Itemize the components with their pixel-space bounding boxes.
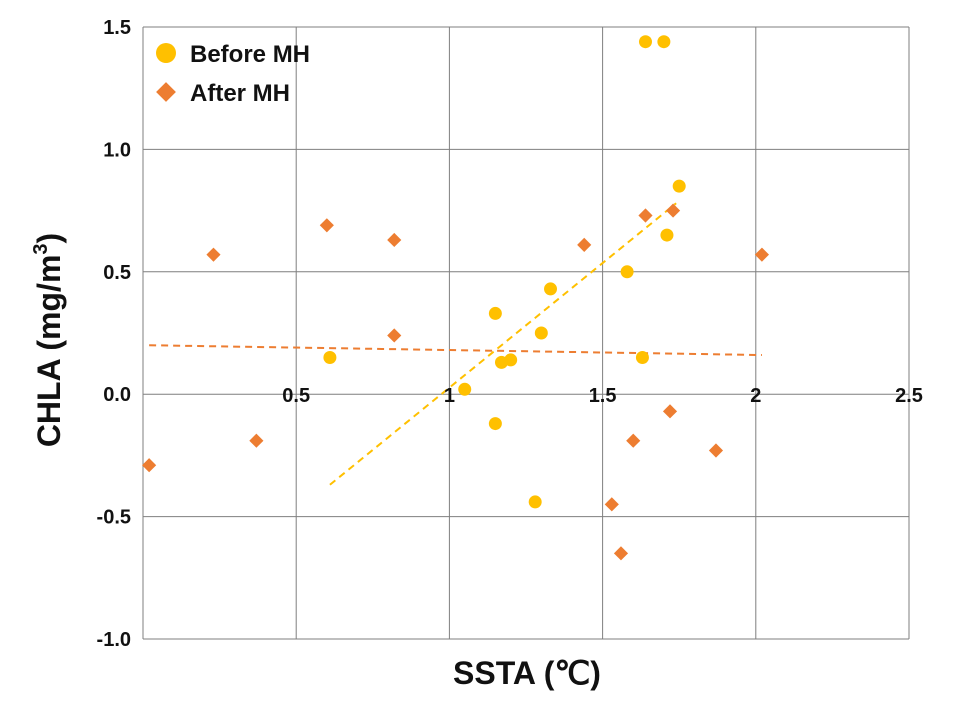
after-mh-point [626, 433, 641, 448]
before-mh-point [488, 417, 502, 431]
after-mh-point [708, 443, 724, 458]
y-axis-title-main: CHLA (mg/m [31, 255, 67, 448]
before-mh-point [672, 179, 686, 193]
x-tick-label: 0.5 [282, 385, 310, 407]
x-tick-label: 1 [444, 385, 455, 407]
after-mh-point [319, 218, 334, 233]
legend-label-after-mh: After MH [190, 80, 290, 107]
before-mh-point [660, 228, 674, 242]
after-mh-point [577, 237, 592, 252]
legend-label-before-mh: Before MH [190, 41, 310, 68]
y-axis-title: CHLA (mg/m3) [30, 233, 67, 447]
after-mh-point [638, 208, 653, 223]
before-mh-point [323, 350, 337, 364]
before-mh-point [544, 282, 558, 296]
before-mh-point [528, 495, 542, 509]
trendlines [149, 202, 762, 486]
y-tick-label: 1.0 [103, 139, 131, 161]
x-tick-label: 2.5 [895, 385, 923, 407]
grid [142, 26, 910, 640]
y-tick-label: 0.0 [103, 384, 131, 406]
after-mh-point [142, 458, 157, 473]
after-mh-point [666, 203, 681, 218]
legend-marker-after-mh [156, 82, 176, 102]
before-mh-point [534, 326, 548, 340]
before-mh-point [458, 382, 472, 396]
before-mh-point [504, 353, 518, 367]
before-mh-point [635, 350, 649, 364]
after-mh-point [387, 232, 402, 248]
before-mh-point [620, 265, 634, 279]
after-mh-point [206, 247, 221, 262]
x-tick-label: 2 [750, 385, 761, 407]
legend: Before MH After MH [156, 41, 310, 107]
y-tick-label: -0.5 [97, 507, 131, 529]
data-points [142, 35, 769, 561]
before-mh-point [638, 35, 652, 49]
before-mh-point [488, 306, 502, 320]
y-tick-label: 0.5 [103, 262, 131, 284]
x-tick-label: 1.5 [589, 385, 617, 407]
after-mh-point [387, 328, 402, 343]
after-mh-trendline [149, 344, 762, 357]
after-mh-point [754, 247, 769, 262]
after-mh-point [249, 433, 264, 448]
before-mh-trendline [329, 202, 677, 486]
y-tick-label: -1.0 [97, 629, 131, 651]
after-mh-point [613, 546, 629, 561]
after-mh-point [662, 404, 678, 419]
y-axis-title-close: ) [31, 233, 67, 244]
before-mh-point [657, 35, 671, 49]
tick-labels: -1.0 -0.5 0.0 0.5 1.0 1.5 0.5 1 1.5 2 2.5 [97, 17, 923, 651]
x-axis-title: SSTA (℃) [453, 655, 601, 691]
y-tick-label: 1.5 [103, 17, 131, 39]
after-mh-point [604, 497, 619, 512]
legend-marker-before-mh [156, 43, 176, 63]
y-axis-title-sup: 3 [30, 243, 52, 254]
